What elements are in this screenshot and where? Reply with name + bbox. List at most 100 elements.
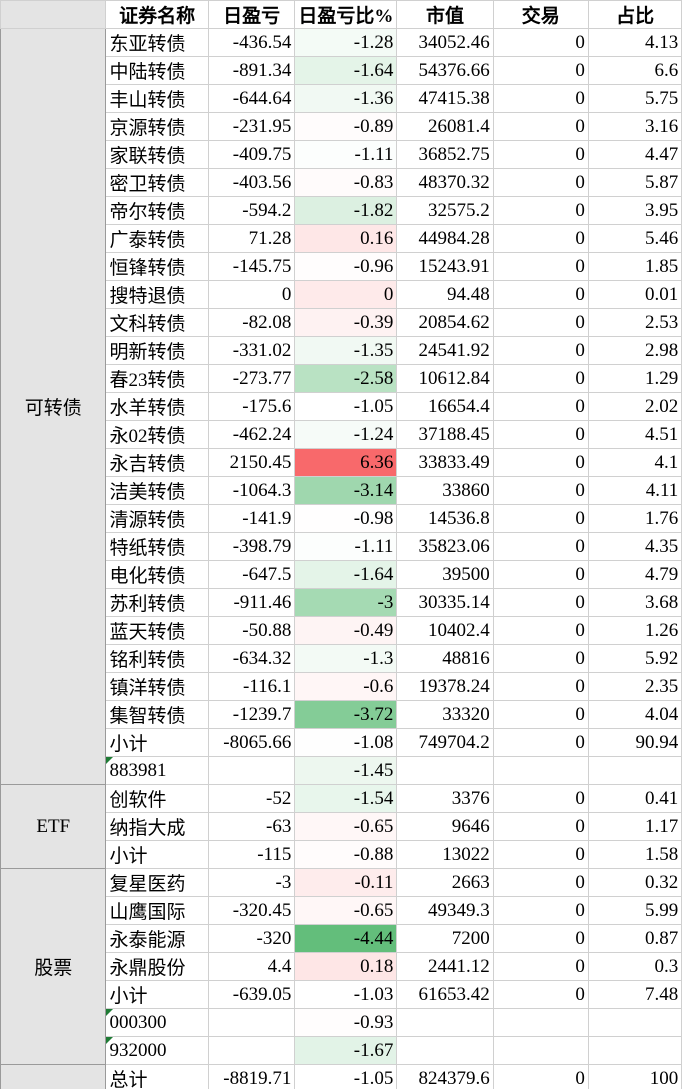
data-row: 帝尔转债 -594.2 -1.82 32575.2 0 3.95: [1, 196, 698, 225]
data-row: 搜特退债 0 0 94.48 0 0.01: [1, 280, 698, 309]
cell: [492, 756, 589, 785]
empty-cell: [682, 645, 698, 673]
security-name: 清源转债: [105, 504, 209, 533]
cell: 6.36: [294, 448, 398, 477]
data-row: 小计 -639.05 -1.03 61653.42 0 7.48: [1, 980, 698, 1009]
cell: -3.72: [294, 700, 398, 729]
empty-cell: [682, 813, 698, 841]
empty-cell: [682, 1009, 698, 1037]
cell: -0.65: [294, 812, 398, 841]
cell: -1.3: [294, 644, 398, 673]
security-name: 帝尔转债: [105, 196, 209, 225]
cell: 2150.45: [207, 448, 296, 477]
cell: [492, 1008, 589, 1037]
data-row: 股票 复星医药 -3 -0.11 2663 0 0.32: [0, 868, 698, 1065]
security-name: 水羊转债: [105, 392, 209, 421]
security-name: 总计: [105, 1064, 209, 1089]
empty-cell: [682, 449, 698, 477]
cell: -1.82: [294, 196, 398, 225]
data-row: 纳指大成 -63 -0.65 9646 0 1.17: [1, 812, 698, 841]
cell: -331.02: [207, 336, 296, 365]
empty-cell: [682, 701, 698, 729]
security-name: 京源转债: [105, 112, 209, 141]
cell: 5.46: [587, 224, 683, 253]
group-label: 可转债: [0, 28, 107, 785]
cell: 1.76: [587, 504, 683, 533]
cell: -1.11: [294, 140, 398, 169]
data-row: 清源转债 -141.9 -0.98 14536.8 0 1.76: [1, 504, 698, 533]
cell: 0: [492, 476, 589, 505]
data-row: 春23转债 -273.77 -2.58 10612.84 0 1.29: [1, 364, 698, 393]
data-row: 电化转债 -647.5 -1.64 39500 0 4.79: [1, 560, 698, 589]
cell: 0: [492, 28, 589, 57]
empty-cell: [682, 561, 698, 589]
cell: -320: [207, 924, 296, 953]
cell: 30335.14: [396, 588, 494, 617]
cell: 2.98: [587, 336, 683, 365]
data-row: 洁美转债 -1064.3 -3.14 33860 0 4.11: [1, 476, 698, 505]
cell: -0.89: [294, 112, 398, 141]
empty-cell: [682, 225, 698, 253]
cell: -594.2: [207, 196, 296, 225]
cell: 33320: [396, 700, 494, 729]
data-row: 932000 -1.67: [1, 1036, 698, 1065]
cell: [492, 1036, 589, 1065]
group-label: 股票: [0, 868, 107, 1065]
empty-cell: [682, 729, 698, 757]
cell: -0.96: [294, 252, 398, 281]
cell: -1.11: [294, 532, 398, 561]
security-name: 广泰转债: [105, 224, 209, 253]
security-name: 明新转债: [105, 336, 209, 365]
cell: -175.6: [207, 392, 296, 421]
empty-cell: [682, 29, 698, 57]
cell: 26081.4: [396, 112, 494, 141]
cell: 0: [492, 868, 589, 897]
cell: 3.68: [587, 588, 683, 617]
cell: -0.49: [294, 616, 398, 645]
security-name: 纳指大成: [105, 812, 209, 841]
cell: -1.36: [294, 84, 398, 113]
data-row: 永鼎股份 4.4 0.18 2441.12 0 0.3: [1, 952, 698, 981]
cell: 3376: [396, 784, 494, 813]
cell: -141.9: [207, 504, 296, 533]
data-row: 家联转债 -409.75 -1.11 36852.75 0 4.47: [1, 140, 698, 169]
security-name: 集智转债: [105, 700, 209, 729]
cell: -0.11: [294, 868, 398, 897]
empty-cell: [682, 869, 698, 897]
cell: 24541.92: [396, 336, 494, 365]
security-name: 932000: [105, 1036, 209, 1065]
cell: 94.48: [396, 280, 494, 309]
security-name: 永02转债: [105, 420, 209, 449]
empty-cell: [682, 1037, 698, 1065]
data-row: 密卫转债 -403.56 -0.83 48370.32 0 5.87: [1, 168, 698, 197]
column-header: 交易: [492, 0, 589, 29]
cell: -1.05: [294, 392, 398, 421]
cell: 0: [492, 364, 589, 393]
cell: 33860: [396, 476, 494, 505]
cell: 0: [492, 392, 589, 421]
cell: -0.93: [294, 1008, 398, 1037]
security-name: 小计: [105, 728, 209, 757]
empty-cell: [682, 169, 698, 197]
cell: 16654.4: [396, 392, 494, 421]
cell: 0: [492, 168, 589, 197]
data-row: 集智转债 -1239.7 -3.72 33320 0 4.04: [1, 700, 698, 729]
data-row: 永泰能源 -320 -4.44 7200 0 0.87: [1, 924, 698, 953]
empty-cell: [682, 281, 698, 309]
cell: 0: [492, 644, 589, 673]
cell: -436.54: [207, 28, 296, 57]
empty-cell: [682, 365, 698, 393]
cell: [396, 756, 494, 785]
cell: 100: [587, 1064, 683, 1089]
security-name: 永吉转债: [105, 448, 209, 477]
security-name: 家联转债: [105, 140, 209, 169]
data-row: 特纸转债 -398.79 -1.11 35823.06 0 4.35: [1, 532, 698, 561]
cell: 0.41: [587, 784, 683, 813]
cell: -1.64: [294, 56, 398, 85]
cell: 2663: [396, 868, 494, 897]
cell: [207, 756, 296, 785]
cell: 7.48: [587, 980, 683, 1009]
empty-cell: [682, 309, 698, 337]
cell: 13022: [396, 840, 494, 869]
cell: -0.6: [294, 672, 398, 701]
